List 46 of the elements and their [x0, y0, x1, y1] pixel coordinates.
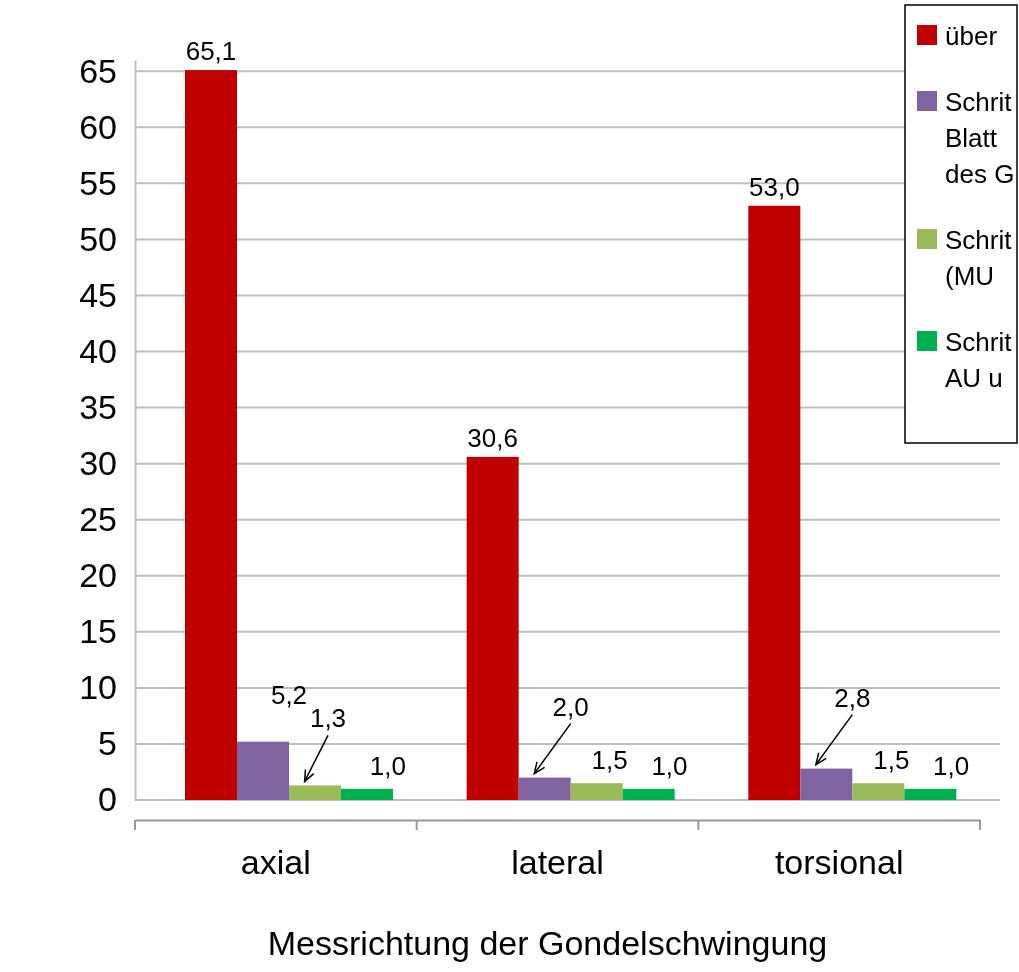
data-label: 1,5 [873, 745, 910, 776]
y-tick-label: 35 [79, 387, 117, 426]
data-label: 1,0 [369, 750, 406, 781]
bar [341, 788, 393, 800]
bar [237, 741, 289, 800]
bar [570, 783, 623, 800]
y-tick-label: 25 [79, 500, 117, 539]
bar [518, 777, 571, 800]
data-label: 65,1 [185, 36, 237, 67]
y-tick-label: 65 [79, 51, 117, 90]
data-label: 30,6 [467, 422, 518, 453]
y-tick-label: 15 [79, 612, 117, 651]
y-tick-label: 20 [79, 556, 117, 595]
data-label: 53,0 [749, 171, 800, 202]
legend-label: über [945, 21, 998, 51]
y-tick-label: 60 [79, 107, 117, 146]
data-label: 2,8 [834, 682, 871, 713]
x-tick-label: torsional [774, 843, 904, 882]
bar [904, 788, 957, 800]
data-label: 1,0 [651, 750, 688, 781]
x-tick-label: axial [240, 843, 311, 882]
data-label: 5,2 [270, 679, 308, 710]
legend-label: Schrit (MU [945, 225, 1013, 291]
y-tick-label: 50 [79, 219, 117, 258]
bar [622, 788, 675, 800]
data-label: 1,5 [591, 745, 628, 776]
y-tick-label: 45 [79, 275, 117, 314]
y-tick-label: 10 [79, 668, 117, 707]
y-tick-label: 40 [79, 331, 117, 370]
bar [466, 456, 519, 800]
y-tick-label: 55 [79, 163, 117, 202]
data-label: 1,3 [309, 703, 347, 734]
y-tick-label: 0 [98, 780, 117, 819]
x-axis-title: Messrichtung der Gondelschwingung [267, 924, 828, 962]
bar [800, 768, 853, 800]
bar [852, 783, 905, 800]
y-tick-label: 30 [79, 444, 117, 483]
data-label: 2,0 [552, 691, 589, 722]
x-tick-label: lateral [511, 843, 604, 882]
bar [748, 205, 801, 800]
bar [289, 785, 341, 800]
y-tick-label: 5 [98, 724, 117, 763]
bar [185, 70, 237, 800]
data-label: 1,0 [933, 750, 970, 781]
legend-label: Schrit AU u [945, 327, 1013, 393]
legend-label: Schrit Blatt des G [945, 87, 1015, 189]
